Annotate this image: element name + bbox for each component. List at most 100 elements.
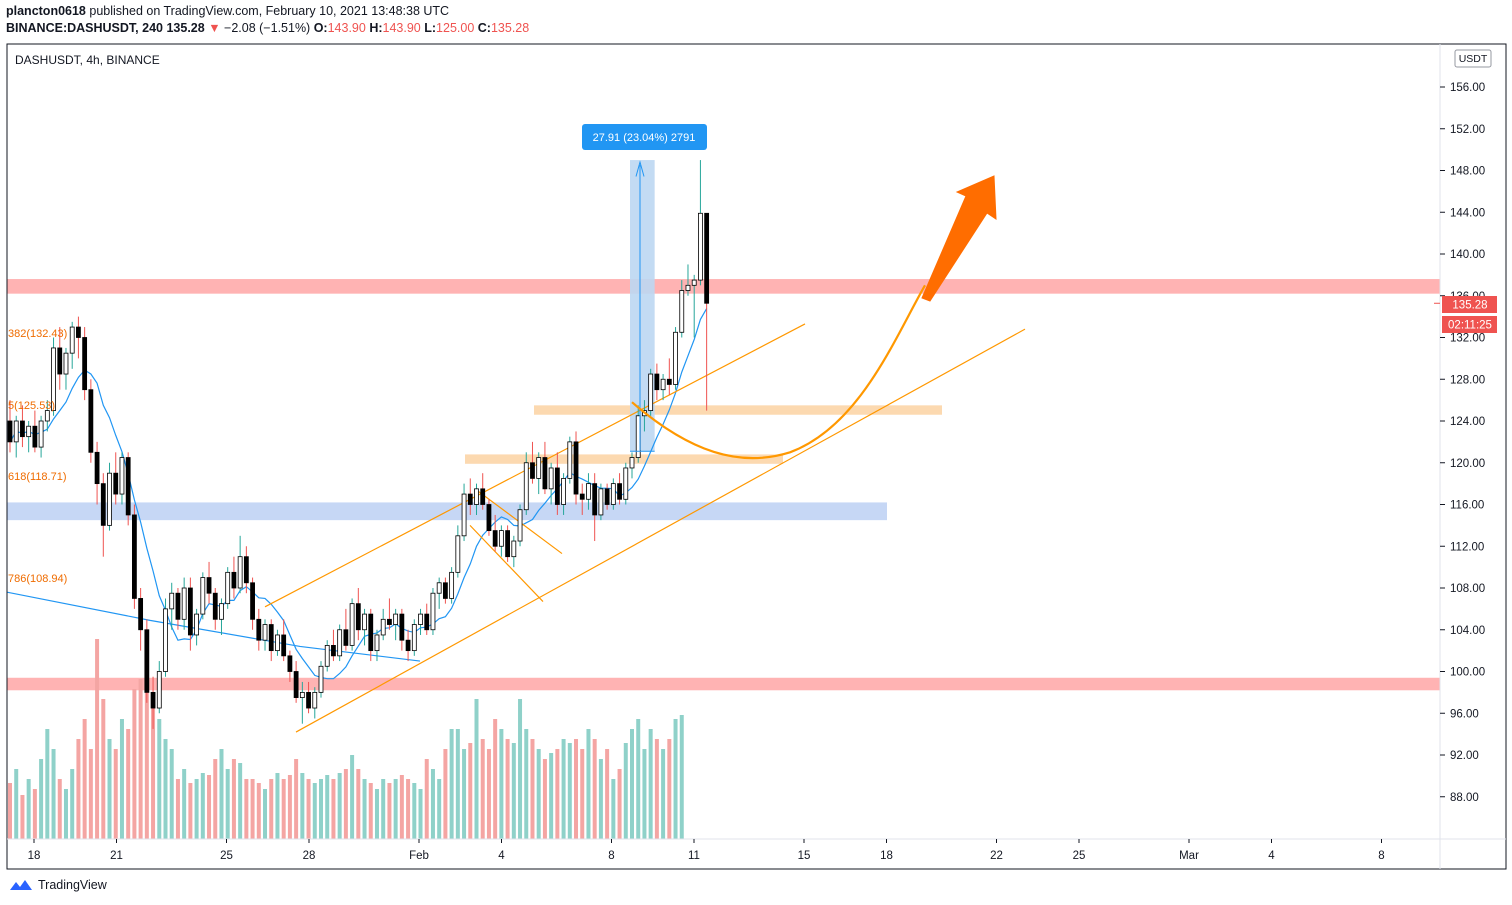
- projection-curve: [631, 284, 926, 460]
- volume-bar: [175, 779, 180, 839]
- candle: [324, 640, 330, 672]
- candle: [548, 462, 554, 505]
- candle: [442, 577, 448, 604]
- volume-bar: [636, 719, 641, 839]
- volume-bar: [51, 749, 56, 839]
- currency-box[interactable]: [1454, 49, 1492, 68]
- candle: [561, 473, 566, 515]
- volume-bar: [536, 749, 541, 839]
- candle-body: [337, 629, 343, 657]
- volume-bar: [281, 779, 286, 839]
- volume-bar: [642, 749, 647, 839]
- chart-frame: [6, 43, 1507, 870]
- candle: [225, 567, 231, 609]
- candle-body: [380, 618, 386, 636]
- candle-body: [492, 530, 498, 547]
- time-tick-label: 18: [28, 850, 41, 862]
- volume-bar: [275, 773, 280, 839]
- candle-body: [94, 451, 100, 485]
- candle: [63, 347, 69, 390]
- candle: [343, 608, 349, 651]
- candle-body: [610, 483, 616, 505]
- candle-body: [324, 645, 330, 667]
- volume-bar: [406, 779, 411, 839]
- change-down-icon: ▼: [208, 21, 221, 35]
- candle: [430, 588, 436, 635]
- candle-body: [666, 378, 672, 385]
- volume-bar: [57, 779, 62, 839]
- low-value: 125.00: [436, 21, 475, 35]
- volume-bar: [14, 769, 19, 839]
- candle-body: [200, 577, 206, 615]
- volume-bar: [381, 779, 386, 839]
- candle: [51, 337, 56, 416]
- candle: [542, 441, 548, 495]
- candle-body: [617, 483, 622, 500]
- candle: [554, 452, 560, 515]
- volume-bar: [648, 729, 653, 839]
- price-tick-label: 156.00: [1450, 82, 1485, 94]
- publisher-name[interactable]: plancton0618: [6, 4, 86, 18]
- price-tick-label: 132.00: [1450, 333, 1485, 345]
- candle: [57, 327, 63, 390]
- candle: [610, 478, 616, 510]
- currency-label[interactable]: USDT: [1459, 53, 1488, 65]
- candle: [691, 274, 697, 338]
- price-change: −2.08 (−1.51%): [224, 21, 311, 35]
- volume-bar: [611, 779, 616, 839]
- candle-body: [181, 587, 187, 620]
- candle-body: [486, 504, 492, 531]
- candle: [268, 619, 274, 662]
- candle-body: [480, 488, 486, 505]
- channel-lower-line: [295, 328, 1026, 733]
- open-label: O:: [313, 21, 328, 35]
- candle: [150, 676, 156, 729]
- price-tick-label: 124.00: [1450, 416, 1485, 428]
- candle: [480, 473, 486, 510]
- candle-body: [604, 488, 610, 505]
- candle-body: [262, 624, 268, 641]
- candle: [517, 504, 523, 547]
- tradingview-logo[interactable]: TradingView: [8, 877, 107, 893]
- candle: [666, 358, 672, 395]
- volume-bar: [319, 779, 323, 839]
- candle-body: [287, 655, 293, 672]
- candle-body: [399, 613, 405, 641]
- candle-body: [517, 509, 523, 542]
- candle: [349, 598, 355, 651]
- candle: [455, 525, 461, 578]
- candle-body: [275, 634, 280, 652]
- open-value: 143.90: [327, 21, 366, 35]
- volume-bar: [238, 763, 243, 839]
- candle-body: [436, 582, 442, 594]
- fib-label: 382(132.43): [8, 328, 67, 340]
- candle: [387, 598, 392, 630]
- candle: [7, 400, 13, 453]
- candle: [299, 681, 305, 724]
- time-tick-label: 8: [1378, 850, 1384, 862]
- time-tick-label: 25: [220, 850, 233, 862]
- volume-bar: [101, 699, 106, 839]
- candle-body: [156, 671, 162, 709]
- candle-body: [405, 639, 411, 652]
- measure-label[interactable]: 27.91 (23.04%) 2791: [593, 132, 696, 144]
- candle-body: [150, 691, 156, 709]
- volume-bar: [430, 769, 435, 839]
- volume-bar: [368, 783, 373, 839]
- price-tick-label: 148.00: [1450, 166, 1485, 178]
- candle-body: [704, 212, 710, 304]
- candle-body: [281, 634, 287, 657]
- tradingview-cloud-icon: [10, 880, 32, 890]
- volume-bar: [169, 749, 174, 839]
- candle-body: [107, 472, 112, 526]
- candle: [586, 473, 591, 510]
- candle-body: [474, 488, 479, 505]
- candle: [536, 452, 542, 495]
- price-tick-label: 116.00: [1450, 500, 1484, 512]
- volume-bar: [151, 699, 156, 839]
- volume-bar: [213, 759, 218, 839]
- candle-body: [293, 671, 299, 698]
- candle: [461, 483, 467, 542]
- fib-label: 5(125.53): [8, 400, 55, 412]
